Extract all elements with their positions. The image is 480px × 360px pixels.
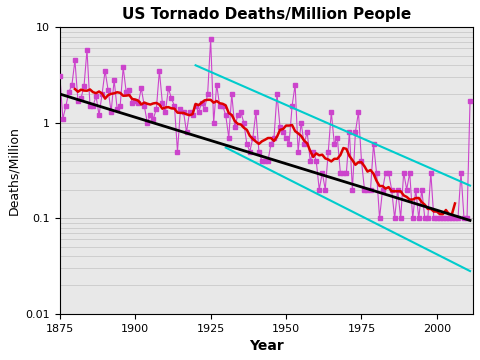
Title: US Tornado Deaths/Million People: US Tornado Deaths/Million People xyxy=(122,7,411,22)
Y-axis label: Deaths/Million: Deaths/Million xyxy=(7,126,20,215)
X-axis label: Year: Year xyxy=(249,339,284,353)
